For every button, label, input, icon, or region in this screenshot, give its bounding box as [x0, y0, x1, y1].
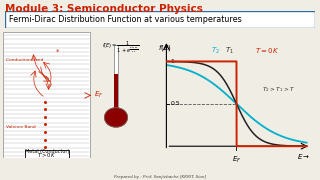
Text: *: *: [56, 49, 59, 55]
Text: Valence Band: Valence Band: [6, 125, 36, 129]
Text: $E \rightarrow$: $E \rightarrow$: [297, 152, 310, 161]
Text: Conduction Band: Conduction Band: [6, 58, 44, 62]
Text: $T_2 > T_1 > T$: $T_2 > T_1 > T$: [262, 85, 295, 94]
Text: Prepared by : Prof. Sanjivbache [KKRIT, Sion]: Prepared by : Prof. Sanjivbache [KKRIT, …: [114, 175, 206, 179]
Circle shape: [105, 108, 127, 127]
Text: 1: 1: [171, 59, 174, 64]
Bar: [114, 45, 118, 111]
Text: Metal (Conductor): Metal (Conductor): [25, 149, 69, 154]
Text: $T_1$: $T_1$: [225, 46, 234, 56]
Text: 0.5: 0.5: [171, 101, 180, 106]
Text: $T = 0K$: $T = 0K$: [255, 46, 279, 55]
Text: $f(E)=\dfrac{1}{1+e^{\frac{E-E_F}{kT}}}$: $f(E)=\dfrac{1}{1+e^{\frac{E-E_F}{kT}}}$: [102, 39, 139, 55]
Text: Module 3: Semiconductor Physics: Module 3: Semiconductor Physics: [5, 4, 203, 15]
Text: $f(E)$: $f(E)$: [158, 43, 172, 53]
Bar: [114, 75, 118, 111]
Text: $E_F$: $E_F$: [94, 90, 103, 100]
Text: Fermi-Dirac Distribution Function at various temperatures: Fermi-Dirac Distribution Function at var…: [10, 15, 242, 24]
Text: $T_2$: $T_2$: [211, 46, 220, 56]
Text: $T > 0\,K$: $T > 0\,K$: [37, 151, 57, 159]
Bar: [3, 32, 91, 158]
FancyBboxPatch shape: [25, 150, 68, 160]
Text: $E_F$: $E_F$: [232, 155, 241, 165]
